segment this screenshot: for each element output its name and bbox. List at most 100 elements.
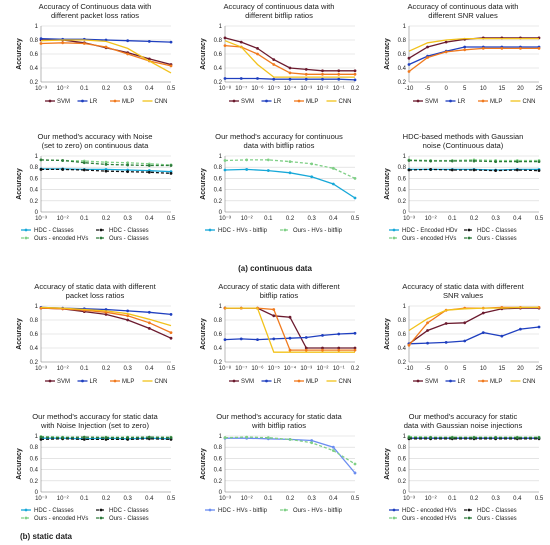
y-tick-label: 0.4 (30, 188, 39, 194)
y-tick-label: 0.8 (30, 38, 39, 44)
series-line (40, 306, 172, 327)
legend-label: Ours - HVs - bitflip (293, 228, 343, 234)
data-point (407, 168, 411, 172)
legend-label: MLP (122, 379, 134, 385)
x-tick-label: 0.1 (264, 496, 273, 502)
data-point (245, 435, 249, 439)
legend-marker (467, 516, 471, 520)
data-point (481, 311, 485, 315)
series-line (224, 37, 355, 72)
y-tick-label: 0.4 (398, 188, 407, 194)
legend-label: Ours - Classes (477, 236, 517, 242)
y-tick-label: 0.4 (214, 346, 223, 352)
chart-title-line: with Noise Injection (set to zero) (40, 421, 150, 430)
y-tick-label: 1 (35, 304, 39, 310)
data-point (104, 169, 108, 173)
y-tick-label: 0.2 (214, 80, 223, 86)
x-tick-label: 0.2 (470, 216, 479, 222)
x-tick-label: 10⁻⁸ (219, 85, 232, 92)
x-tick-label: 10⁻² (57, 496, 69, 502)
data-point (472, 159, 476, 163)
x-tick-label: 0.5 (167, 496, 176, 502)
x-tick-label: -5 (425, 86, 431, 92)
y-axis-label: Accuracy (384, 38, 391, 70)
x-tick-label: 0.1 (80, 216, 89, 222)
data-point (337, 332, 341, 336)
section-label-continuous: (a) continuous data (238, 264, 312, 273)
data-point (245, 168, 249, 171)
x-tick-label: 10⁻³ (35, 496, 47, 502)
data-point (239, 40, 243, 44)
y-tick-label: 0.2 (214, 479, 223, 485)
legend-marker (265, 99, 268, 103)
data-point (407, 70, 411, 73)
x-tick-label: 10⁻² (425, 216, 437, 222)
x-tick-label: 10⁻² (241, 216, 253, 222)
data-point (147, 164, 151, 167)
data-point (104, 38, 108, 42)
data-point (331, 182, 335, 186)
legend-label: Ours - Classes (109, 516, 149, 522)
x-tick-label: 10⁻³ (300, 86, 312, 92)
data-point (310, 441, 314, 445)
data-point (353, 69, 357, 73)
data-point (147, 40, 151, 43)
x-tick-label: 0.2 (102, 216, 111, 222)
y-tick-label: 0.2 (398, 199, 407, 205)
x-tick-label: 0.4 (513, 216, 522, 222)
series-line (408, 47, 539, 73)
data-point (61, 168, 65, 171)
data-point (266, 436, 270, 440)
data-point (304, 346, 308, 350)
legend-marker (232, 379, 236, 383)
chart-title-line: Accuracy of continuous data with (407, 2, 518, 11)
x-tick-label: 10⁻⁶ (251, 85, 264, 92)
y-tick-label: 0.2 (398, 479, 407, 485)
data-point (39, 435, 43, 439)
data-point (223, 338, 227, 341)
legend-label: Ours - encoded HVs (402, 516, 456, 522)
x-tick-label: 0.1 (80, 366, 89, 372)
series-line (408, 326, 540, 345)
x-tick-label: 0.3 (491, 216, 500, 222)
data-point (429, 168, 433, 171)
legend-marker (392, 516, 396, 520)
legend-label: Ours - Classes (477, 516, 517, 522)
legend-label: MLP (306, 379, 318, 385)
legend-label: LR (458, 99, 466, 105)
legend-marker (24, 228, 28, 232)
chart-title-line: Our method's accuracy for static data (216, 412, 342, 421)
data-point (256, 52, 259, 56)
legend-label: SVM (57, 379, 70, 385)
legend-label: Ours - encoded HVs (34, 236, 88, 242)
x-tick-label: 0.3 (123, 496, 132, 502)
y-tick-label: 0.8 (214, 318, 223, 324)
legend-marker (24, 236, 28, 240)
y-tick-label: 0 (219, 490, 223, 496)
data-point (169, 164, 173, 167)
y-axis-label: Accuracy (200, 318, 207, 350)
chart-title-line: bitflip ratios (260, 291, 299, 300)
x-tick-label: 0.2 (470, 496, 479, 502)
data-point (353, 72, 357, 76)
y-axis-label: Accuracy (384, 318, 391, 350)
data-point (82, 161, 86, 165)
data-point (126, 309, 130, 313)
y-tick-label: 0.8 (30, 445, 39, 451)
data-point (147, 310, 151, 314)
y-tick-label: 0.8 (214, 38, 223, 44)
data-point (353, 78, 357, 82)
legend-label: HDC - HVs - bitflip (218, 508, 268, 514)
y-tick-label: 0.8 (30, 318, 39, 324)
y-axis-label: Accuracy (200, 168, 207, 200)
series-line (408, 46, 539, 66)
data-point (82, 435, 86, 439)
data-point (288, 336, 292, 340)
legend-marker (48, 379, 52, 383)
legend-label: HDC - Encoded HDv (402, 228, 457, 234)
series-line (225, 307, 355, 353)
x-tick-label: 0.1 (80, 86, 89, 92)
data-point (126, 163, 130, 167)
y-tick-label: 0.2 (30, 479, 39, 485)
